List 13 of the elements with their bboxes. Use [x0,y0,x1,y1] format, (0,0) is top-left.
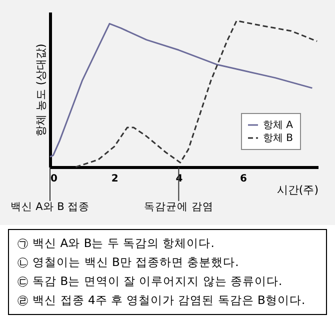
x-axis-title: 시간(주) [276,184,318,196]
y-axis-title: 항체 농도 (상대값) [34,44,48,136]
x-tick-label: 2 [111,174,118,184]
ref-line-label: 백신 A와 B 접종 [10,201,90,213]
ref-line-label: 독감균에 감염 [144,201,214,213]
legend-label: 항체 A [263,120,294,131]
text: ㉠ 백신 A와 B는 두 독감의 항체이다. [17,235,216,252]
x-tick-label: 6 [240,174,248,184]
text: ㉣ 백신 접종 4주 후 영철이가 감염된 독감은 B형이다. [17,292,306,309]
legend-label: 항체 B [263,133,294,144]
text: ㉡ 영철이는 백신 B만 접종하면 충분했다. [17,254,240,271]
text: ㉢ 독감 B는 면역이 잘 이루어지지 않는 종류이다. [17,273,284,290]
x-tick-label: 0 [50,174,58,184]
